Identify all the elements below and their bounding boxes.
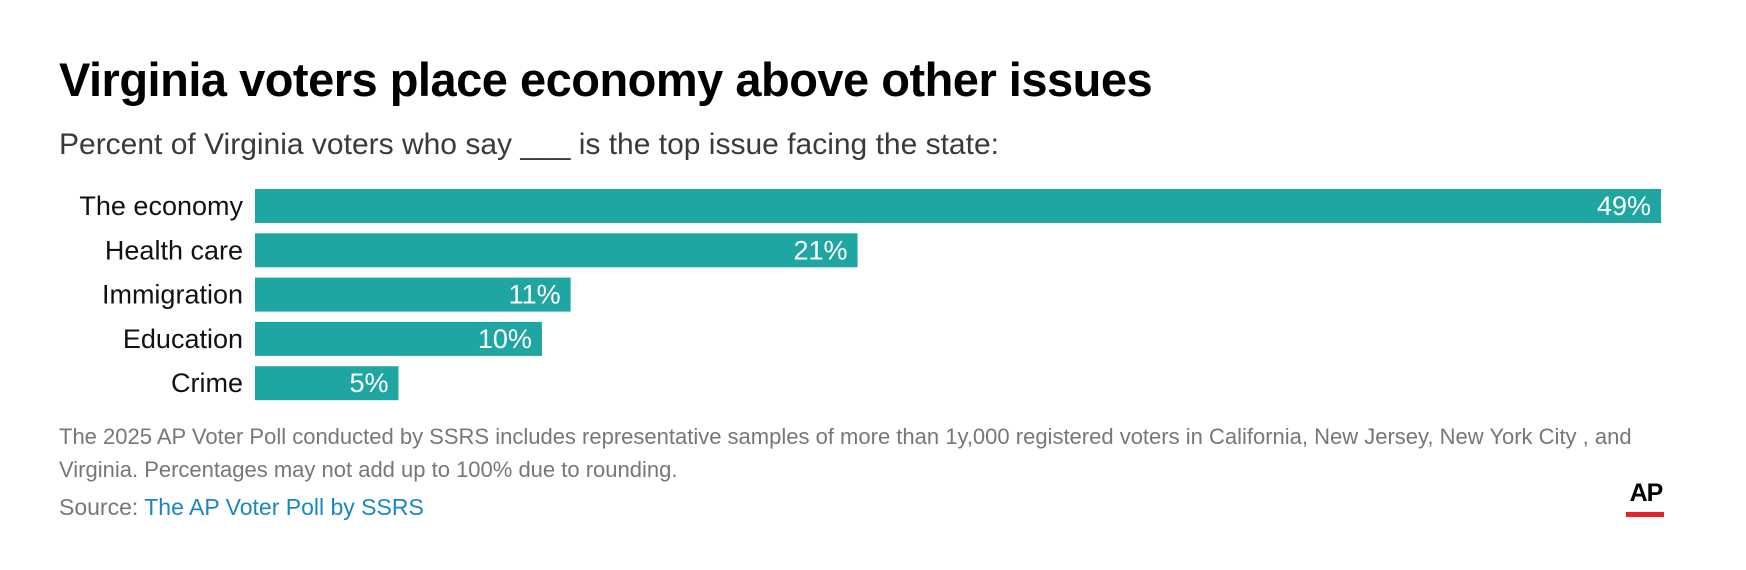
bar-crime (255, 366, 399, 401)
category-label-crime: Crime (171, 368, 243, 398)
category-label-the-economy: The economy (79, 191, 243, 221)
source-line: Source: The AP Voter Poll by SSRS (59, 494, 424, 521)
bar-the-economy (255, 189, 1661, 223)
bar-immigration (255, 277, 571, 312)
methodology-note: The 2025 AP Voter Poll conducted by SSRS… (59, 424, 1632, 482)
source-label: Source: (59, 494, 145, 520)
chart-title: Virginia voters place economy above othe… (59, 53, 1153, 106)
bar-chart: The economy 49% Health care 21% Immigration 1… (79, 189, 1661, 401)
value-label-education: 10% (478, 324, 532, 354)
ap-logo: AP (1626, 480, 1666, 520)
value-label-health-care: 21% (794, 235, 848, 265)
ap-logo-underline (1626, 512, 1664, 517)
source-link[interactable]: The AP Voter Poll by SSRS (144, 494, 424, 520)
bar-health-care (255, 233, 858, 268)
bar-education (255, 321, 542, 356)
chart-subtitle: Percent of Virginia voters who say ___ i… (59, 128, 999, 161)
category-label-education: Education (123, 324, 243, 354)
value-label-the-economy: 49% (1597, 191, 1651, 221)
value-label-immigration: 11% (509, 280, 561, 310)
category-label-immigration: Immigration (102, 280, 243, 310)
category-label-health-care: Health care (105, 235, 243, 265)
value-label-crime: 5% (349, 368, 388, 398)
ap-logo-text: AP (1629, 479, 1664, 507)
